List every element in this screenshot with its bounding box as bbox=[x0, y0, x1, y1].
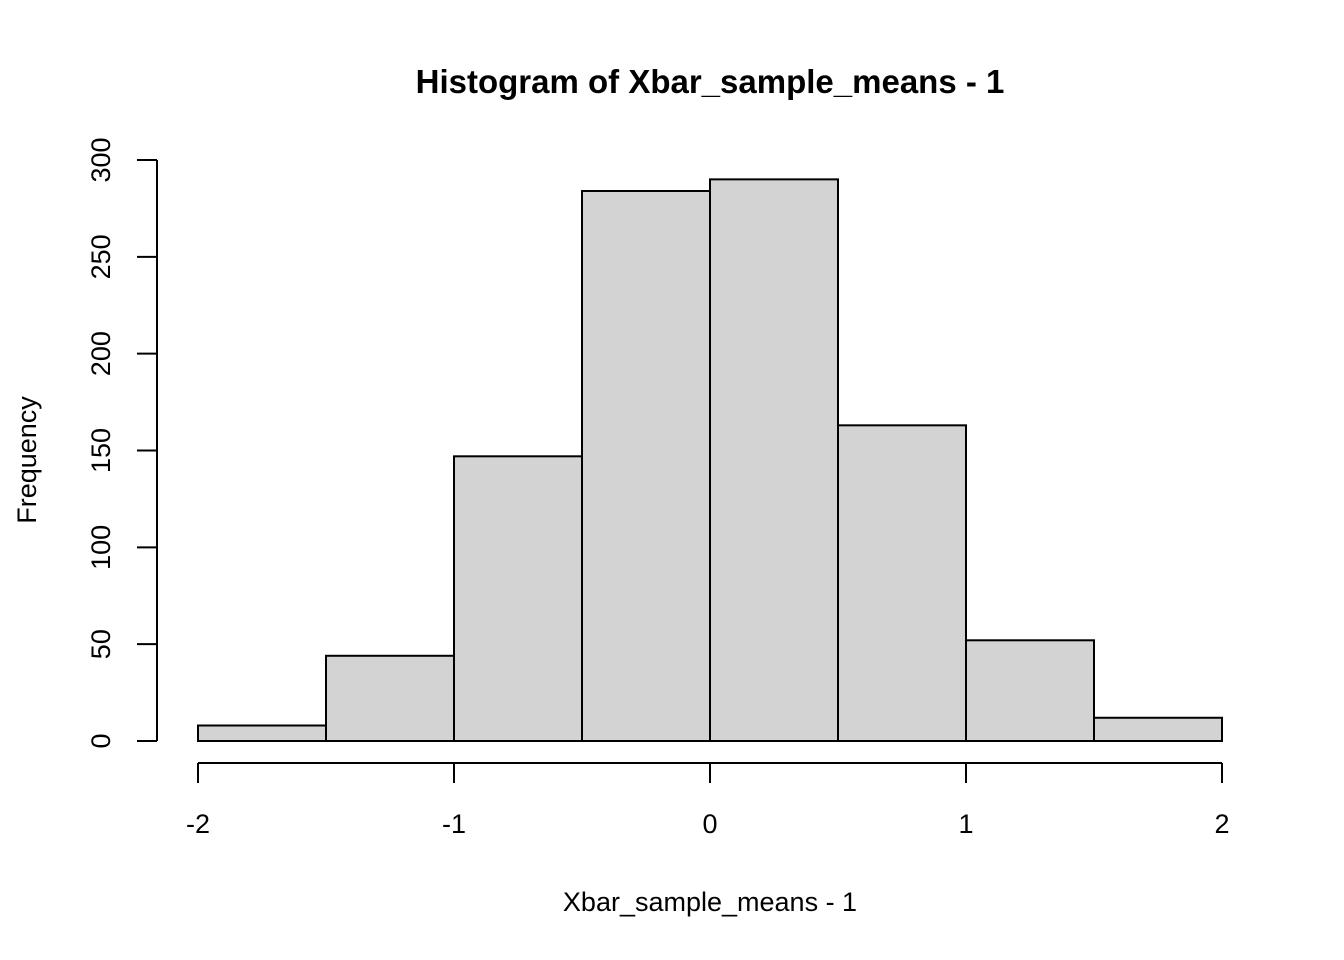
histogram-bar-6 bbox=[965, 639, 1095, 742]
histogram-bar-1 bbox=[325, 654, 455, 743]
histogram-bar-2 bbox=[453, 455, 583, 742]
y-axis: 0 50 100 150 200 250 300 bbox=[86, 137, 158, 749]
y-tick-label: 100 bbox=[86, 525, 116, 570]
x-axis: -2 -1 0 1 2 bbox=[186, 762, 1230, 839]
histogram-bar-3 bbox=[581, 189, 711, 742]
y-axis-title: Frequency bbox=[12, 396, 42, 524]
histogram-bars bbox=[197, 178, 1223, 743]
x-tick-label: -2 bbox=[186, 809, 210, 839]
x-axis-title: Xbar_sample_means - 1 bbox=[563, 887, 857, 917]
chart-title: Histogram of Xbar_sample_means - 1 bbox=[416, 63, 1005, 100]
histogram-bar-0 bbox=[197, 724, 327, 742]
y-tick-label: 250 bbox=[86, 234, 116, 279]
x-tick-label: -1 bbox=[442, 809, 466, 839]
histogram-bar-7 bbox=[1093, 716, 1223, 743]
x-tick-label: 2 bbox=[1214, 809, 1229, 839]
histogram-bar-5 bbox=[837, 424, 967, 742]
x-tick-label: 0 bbox=[702, 809, 717, 839]
y-tick-label: 50 bbox=[86, 629, 116, 659]
y-tick-label: 0 bbox=[86, 733, 116, 748]
y-tick-label: 300 bbox=[86, 137, 116, 182]
x-tick-label: 1 bbox=[958, 809, 973, 839]
histogram-bar-4 bbox=[709, 178, 839, 743]
y-tick-label: 200 bbox=[86, 331, 116, 376]
y-tick-label: 150 bbox=[86, 428, 116, 473]
